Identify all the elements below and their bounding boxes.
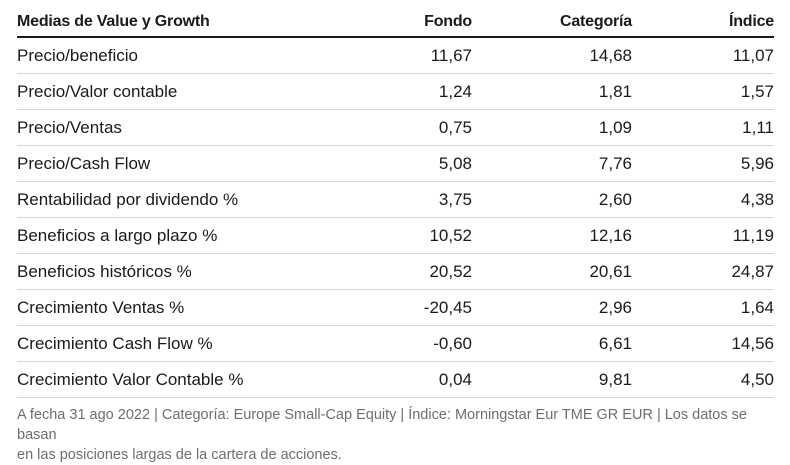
column-header-index: Índice — [632, 7, 774, 38]
row-label: Precio/beneficio — [17, 37, 322, 74]
index-value: 1,57 — [632, 73, 774, 110]
row-label: Crecimiento Valor Contable % — [17, 361, 322, 398]
category-value: 12,16 — [472, 217, 632, 254]
fund-value: 20,52 — [322, 253, 472, 290]
footnote-line: en las posiciones largas de la cartera d… — [17, 447, 342, 463]
table-row: Rentabilidad por dividendo % 3,75 2,60 4… — [17, 181, 774, 218]
index-value: 24,87 — [632, 253, 774, 290]
index-value: 4,50 — [632, 361, 774, 398]
row-label: Beneficios a largo plazo % — [17, 217, 322, 254]
table-row: Precio/Valor contable 1,24 1,81 1,57 — [17, 73, 774, 110]
category-value: 9,81 — [472, 361, 632, 398]
table-title: Medias de Value y Growth — [17, 7, 322, 38]
table-row: Precio/beneficio 11,67 14,68 11,07 — [17, 37, 774, 74]
row-label: Precio/Cash Flow — [17, 145, 322, 182]
category-value: 20,61 — [472, 253, 632, 290]
index-value: 14,56 — [632, 325, 774, 362]
category-value: 6,61 — [472, 325, 632, 362]
fund-value: 0,04 — [322, 361, 472, 398]
row-label: Rentabilidad por dividendo % — [17, 181, 322, 218]
category-value: 1,09 — [472, 109, 632, 146]
table-row: Beneficios a largo plazo % 10,52 12,16 1… — [17, 217, 774, 254]
fund-value: 0,75 — [322, 109, 472, 146]
index-value: 5,96 — [632, 145, 774, 182]
index-value: 11,19 — [632, 217, 774, 254]
table-row: Crecimiento Cash Flow % -0,60 6,61 14,56 — [17, 325, 774, 362]
fund-value: 10,52 — [322, 217, 472, 254]
index-value: 11,07 — [632, 37, 774, 74]
category-value: 14,68 — [472, 37, 632, 74]
value-growth-table: Medias de Value y Growth Fondo Categoría… — [17, 7, 774, 398]
fund-value: 5,08 — [322, 145, 472, 182]
column-header-category: Categoría — [472, 7, 632, 38]
index-value: 1,64 — [632, 289, 774, 326]
fund-value: 1,24 — [322, 73, 472, 110]
row-label: Precio/Valor contable — [17, 73, 322, 110]
category-value: 2,60 — [472, 181, 632, 218]
row-label: Precio/Ventas — [17, 109, 322, 146]
category-value: 1,81 — [472, 73, 632, 110]
index-value: 4,38 — [632, 181, 774, 218]
footnote-line: A fecha 31 ago 2022 | Categoría: Europe … — [17, 407, 747, 443]
fund-value: -0,60 — [322, 325, 472, 362]
row-label: Crecimiento Cash Flow % — [17, 325, 322, 362]
index-value: 1,11 — [632, 109, 774, 146]
footnote: A fecha 31 ago 2022 | Categoría: Europe … — [17, 405, 777, 465]
category-value: 2,96 — [472, 289, 632, 326]
fund-value: 11,67 — [322, 37, 472, 74]
fund-value: -20,45 — [322, 289, 472, 326]
column-header-fund: Fondo — [322, 7, 472, 38]
table-row: Crecimiento Valor Contable % 0,04 9,81 4… — [17, 361, 774, 398]
table-header-row: Medias de Value y Growth Fondo Categoría… — [17, 7, 774, 38]
table-row: Crecimiento Ventas % -20,45 2,96 1,64 — [17, 289, 774, 326]
row-label: Beneficios históricos % — [17, 253, 322, 290]
table-row: Precio/Cash Flow 5,08 7,76 5,96 — [17, 145, 774, 182]
row-label: Crecimiento Ventas % — [17, 289, 322, 326]
fund-value: 3,75 — [322, 181, 472, 218]
table-row: Precio/Ventas 0,75 1,09 1,11 — [17, 109, 774, 146]
table-row: Beneficios históricos % 20,52 20,61 24,8… — [17, 253, 774, 290]
category-value: 7,76 — [472, 145, 632, 182]
